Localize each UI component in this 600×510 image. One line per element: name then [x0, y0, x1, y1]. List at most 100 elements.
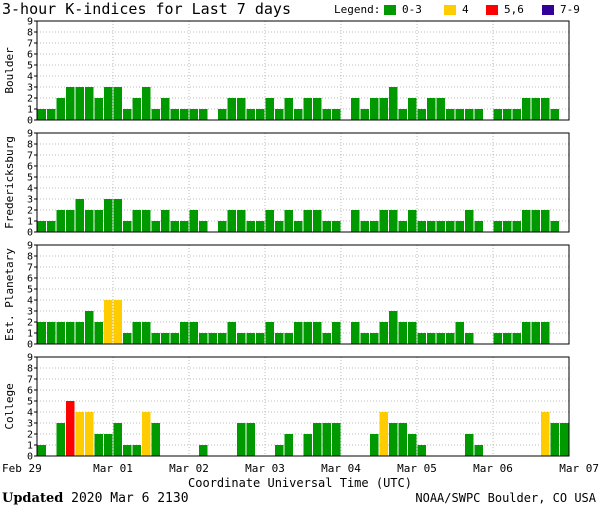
- bar: [199, 109, 208, 120]
- bar: [550, 423, 559, 456]
- bar: [474, 109, 483, 120]
- bar: [189, 210, 198, 232]
- bar: [512, 109, 521, 120]
- bar: [132, 98, 141, 120]
- bar: [113, 199, 122, 232]
- bar: [398, 423, 407, 456]
- bar: [294, 109, 303, 120]
- bar: [180, 221, 189, 232]
- y-tick-label: 7: [27, 375, 33, 386]
- bar: [142, 412, 151, 456]
- panel-label-college: College: [3, 383, 16, 429]
- bar: [104, 199, 113, 232]
- x-tick-label: Mar 01: [93, 462, 133, 475]
- bar: [256, 221, 265, 232]
- bar: [303, 434, 312, 456]
- bar: [47, 322, 56, 344]
- bar: [436, 98, 445, 120]
- bar: [189, 109, 198, 120]
- x-axis-label: Coordinate Universal Time (UTC): [188, 476, 412, 490]
- bar: [389, 210, 398, 232]
- bar: [218, 221, 227, 232]
- k-index-chart: 0123456789Boulder0123456789Fredericksbur…: [2, 17, 599, 491]
- bar: [275, 221, 284, 232]
- bar: [161, 98, 170, 120]
- y-tick-label: 6: [27, 386, 33, 397]
- y-tick-label: 9: [27, 241, 33, 252]
- y-tick-label: 9: [27, 17, 33, 28]
- y-tick-label: 5: [27, 285, 33, 296]
- bar: [522, 322, 531, 344]
- bar: [398, 109, 407, 120]
- bar: [550, 221, 559, 232]
- bar: [104, 434, 113, 456]
- bar: [379, 210, 388, 232]
- bar: [56, 210, 65, 232]
- bar: [199, 445, 208, 456]
- bar: [446, 333, 455, 344]
- bar: [417, 333, 426, 344]
- bar: [351, 210, 360, 232]
- panel-label-boulder: Boulder: [3, 47, 16, 94]
- bar: [493, 221, 502, 232]
- bar: [379, 98, 388, 120]
- bar: [189, 322, 198, 344]
- bar: [398, 221, 407, 232]
- y-tick-label: 2: [27, 206, 33, 217]
- y-tick-label: 3: [27, 307, 33, 318]
- bar: [284, 434, 293, 456]
- bar: [284, 210, 293, 232]
- y-tick-label: 5: [27, 61, 33, 72]
- bar: [531, 98, 540, 120]
- bar: [85, 210, 94, 232]
- legend-swatch-0-3: [384, 5, 396, 15]
- bar: [322, 109, 331, 120]
- y-tick-label: 0: [27, 228, 33, 239]
- bar: [180, 109, 189, 120]
- bar: [66, 210, 75, 232]
- bar: [379, 322, 388, 344]
- legend-swatch-5-6: [486, 5, 498, 15]
- bar: [541, 412, 550, 456]
- bar: [94, 210, 103, 232]
- bar: [151, 109, 160, 120]
- bar: [142, 87, 151, 120]
- y-tick-label: 1: [27, 441, 33, 452]
- bar: [408, 322, 417, 344]
- bar: [332, 221, 341, 232]
- bar: [75, 199, 84, 232]
- bar: [313, 210, 322, 232]
- y-tick-label: 8: [27, 140, 33, 151]
- y-tick-label: 3: [27, 195, 33, 206]
- bar: [531, 322, 540, 344]
- bar: [104, 300, 113, 344]
- x-tick-label: Mar 07: [559, 462, 599, 475]
- x-tick-label: Mar 05: [397, 462, 437, 475]
- x-tick-label: Mar 06: [473, 462, 513, 475]
- bar: [427, 221, 436, 232]
- panel-frame: [36, 132, 570, 233]
- bar: [370, 434, 379, 456]
- bar: [227, 210, 236, 232]
- bar: [151, 333, 160, 344]
- y-tick-label: 5: [27, 173, 33, 184]
- bar: [332, 423, 341, 456]
- bar: [503, 109, 512, 120]
- bar: [389, 87, 398, 120]
- bar: [170, 109, 179, 120]
- bar: [265, 98, 274, 120]
- bar: [455, 221, 464, 232]
- y-tick-label: 9: [27, 129, 33, 140]
- bar: [313, 423, 322, 456]
- bar: [465, 434, 474, 456]
- y-tick-label: 4: [27, 72, 33, 83]
- panel-frame: [36, 244, 570, 345]
- bar: [389, 311, 398, 344]
- x-tick-label: Feb 29: [2, 462, 42, 475]
- bar: [531, 210, 540, 232]
- bar: [237, 333, 246, 344]
- bar: [132, 445, 141, 456]
- y-tick-label: 6: [27, 274, 33, 285]
- bar: [351, 322, 360, 344]
- bar: [227, 98, 236, 120]
